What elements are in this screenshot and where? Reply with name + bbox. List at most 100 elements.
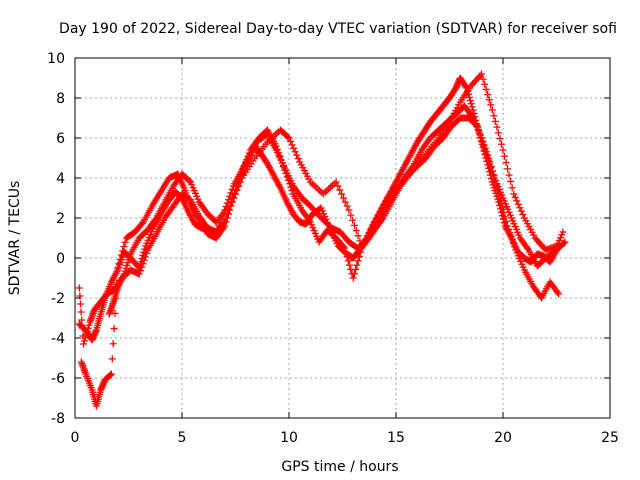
axis-ticks: -8 -6 -4 -2 0 2 4 6 8 10 0 5 10 15 20 25 xyxy=(47,51,619,446)
data-point xyxy=(467,100,475,108)
data-point xyxy=(555,290,563,298)
data-point xyxy=(140,256,148,264)
data-point xyxy=(488,167,496,175)
data-point xyxy=(138,219,146,227)
y-tick-label: 10 xyxy=(47,51,65,67)
data-point xyxy=(553,242,560,250)
data-point xyxy=(251,141,259,149)
data-point xyxy=(109,340,117,348)
data-point xyxy=(227,189,235,197)
data-point xyxy=(502,159,510,167)
data-point xyxy=(496,135,504,143)
data-point xyxy=(232,186,240,194)
data-point xyxy=(481,80,489,88)
data-point xyxy=(106,371,114,379)
plot-frame xyxy=(74,57,611,419)
data-point xyxy=(487,164,495,172)
data-point xyxy=(517,207,525,215)
data-point xyxy=(478,70,486,78)
data-point xyxy=(511,243,519,251)
data-point xyxy=(489,171,497,179)
data-point xyxy=(559,228,567,236)
y-tick-label: 2 xyxy=(56,211,65,227)
data-point xyxy=(516,204,524,212)
data-point xyxy=(220,219,228,227)
data-point xyxy=(338,190,346,198)
data-point xyxy=(288,141,296,149)
data-point xyxy=(499,146,507,154)
data-point xyxy=(501,213,509,221)
y-tick-label: 0 xyxy=(56,251,65,267)
data-point xyxy=(80,337,88,345)
data-point xyxy=(229,194,237,202)
data-point xyxy=(83,327,91,335)
data-point xyxy=(342,248,350,256)
data-point xyxy=(336,186,344,194)
data-point xyxy=(291,148,299,156)
y-tick-label: -6 xyxy=(51,371,65,387)
data-point xyxy=(290,144,298,152)
data-point xyxy=(482,150,490,158)
y-axis-label: SDTVAR / TECUs xyxy=(7,181,23,296)
data-point xyxy=(487,101,495,109)
data-point xyxy=(352,227,360,235)
data-point xyxy=(497,140,505,148)
data-point xyxy=(339,194,347,202)
data-point xyxy=(493,123,501,131)
data-point xyxy=(353,261,361,269)
data-point xyxy=(84,324,92,332)
data-point xyxy=(135,270,143,278)
data-point xyxy=(465,93,473,101)
data-point xyxy=(354,257,362,265)
data-point xyxy=(334,182,342,190)
data-point xyxy=(350,221,358,229)
data-point xyxy=(508,236,516,244)
chart-title: Day 190 of 2022, Sidereal Day-to-day VTE… xyxy=(59,21,617,37)
x-tick-label: 25 xyxy=(601,430,619,446)
data-point xyxy=(222,214,230,222)
data-point xyxy=(476,130,484,138)
data-point xyxy=(78,316,86,324)
y-tick-label: -2 xyxy=(51,291,65,307)
data-point xyxy=(341,198,349,206)
data-point xyxy=(507,177,515,185)
data-point xyxy=(138,263,146,271)
data-point xyxy=(119,247,127,255)
data-point xyxy=(478,138,486,146)
data-point xyxy=(77,300,85,308)
data-point xyxy=(514,200,522,208)
data-point xyxy=(80,340,88,348)
data-point xyxy=(115,260,123,268)
data-point xyxy=(488,106,496,114)
data-point xyxy=(77,308,85,316)
y-tick-label: 4 xyxy=(56,171,65,187)
data-point xyxy=(468,103,476,111)
data-point xyxy=(473,122,481,130)
data-point xyxy=(345,206,353,214)
data-point xyxy=(287,137,295,145)
data-point xyxy=(494,129,502,137)
data-point xyxy=(284,133,292,141)
data-point xyxy=(477,134,485,142)
data-point xyxy=(143,249,151,257)
data-point xyxy=(117,251,125,259)
data-point xyxy=(341,244,349,252)
data-point xyxy=(141,253,149,261)
y-tick-label: 6 xyxy=(56,131,65,147)
data-point xyxy=(85,321,93,329)
data-point xyxy=(185,177,193,185)
data-point xyxy=(110,325,118,333)
data-point xyxy=(250,145,258,153)
data-point xyxy=(481,146,489,154)
data-point xyxy=(479,142,487,150)
data-point xyxy=(75,284,83,292)
y-tick-label: -8 xyxy=(51,411,65,427)
x-tick-label: 5 xyxy=(178,430,187,446)
data-point xyxy=(81,334,89,342)
data-point xyxy=(355,253,363,261)
data-points xyxy=(75,70,569,410)
data-point xyxy=(221,218,229,226)
data-point xyxy=(114,264,122,272)
x-tick-label: 10 xyxy=(280,430,298,446)
